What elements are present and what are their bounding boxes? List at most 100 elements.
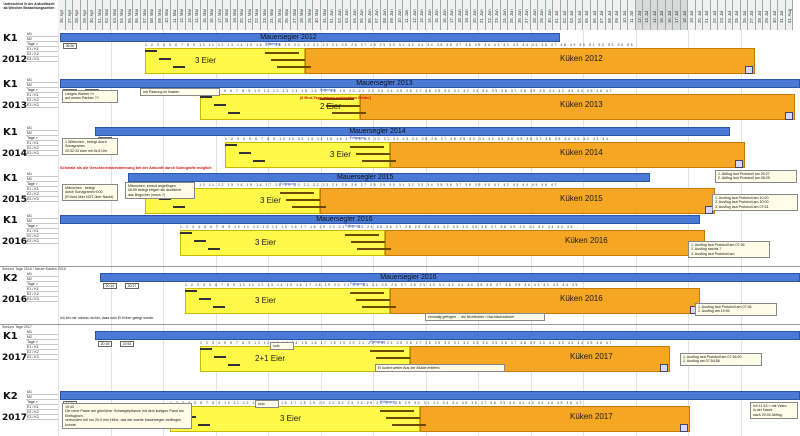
chick-step [292,206,326,208]
date-label: 02. Jul [561,10,567,23]
date-label: 17. Jul [674,10,680,23]
date-label: 30. Jun [546,9,552,23]
eggs-label: 3 Eier [280,414,301,423]
swift-bar-label: Mauersegler 2012 [260,34,317,41]
date-label: 01. Aug [786,8,792,23]
row-label: E3 / K3 [26,415,58,420]
date-cell: 27. Mai [290,0,298,30]
date-label: 26. Apr [59,9,65,23]
date-cell: 31. Jul [778,0,786,30]
chicks-bar [320,188,715,214]
date-cell: 23. Jun [493,0,501,30]
egg-step [199,298,211,300]
observation-note-2: einmalig geflogen ... als Nichtbrüter / … [425,313,545,322]
date-cell: 24. Mai [268,0,276,30]
protocol-line: nach 20:00 Abflug [753,412,782,417]
arrival-time: 20:19 [98,341,112,347]
chicks-bar [390,142,745,168]
date-cell: 12. Mai [178,0,186,30]
date-label: 07. Jul [599,10,605,23]
chick-step [271,59,305,61]
egg-step [173,206,185,208]
date-cell: 12. Jun [410,0,418,30]
note-red: Schmale als die Geschlechtsbestimmung be… [60,166,212,170]
eggs-bar [170,406,420,432]
date-label: 13. Mai [186,9,192,23]
chick-step [326,105,360,107]
note-red: (6 Brut-Tage wegen schlechtem Wetter) [300,96,371,100]
protocol-line: Ich 11:43 > mit Video [753,404,787,408]
gridline [58,30,59,436]
date-cell: 11. Mai [170,0,178,30]
date-cell: 01. Jul [553,0,561,30]
date-cell: 01. Jun [328,0,336,30]
date-label: 11. Jun [404,9,410,23]
row-label: E1 / K1 [26,93,58,98]
chicks-label: Küken 2017 [570,412,613,421]
date-label: 07. Mai [141,9,147,23]
row-labels: M1 M2 Tage > E1 / K1 E2 / K2 E3 / K3 [26,214,58,244]
date-cell: 30. Jul [770,0,778,30]
date-label: 17. Mai [216,9,222,23]
date-label: 01. Jul [554,10,560,23]
section-separator-note: Seniors Tage 2016 / Neuer Kasten 2016 [2,267,66,271]
swift-presence-bar: Mauersegler 2014 [95,127,730,136]
date-cell: 29. Apr [80,0,88,30]
swift-presence-bar: Mauersegler 2013 [60,79,800,88]
date-label: 26. Mai [284,9,290,23]
date-cell: 14. Jul [650,0,658,30]
observation-note: 1 Weibchen , belegt durch Sonagramm 20:3… [62,138,118,156]
egg-step [145,50,157,52]
section-year-label: 2017 [2,413,28,423]
date-label: 15. Jun [434,9,440,23]
date-cell: 18. Jun [455,0,463,30]
date-cell: 22. Mai [253,0,261,30]
date-label: 27. Mai [291,9,297,23]
protocol-box: 1. Ausflug laut Protokoll am 07:36:20 2. … [680,353,762,366]
gridline [110,30,112,436]
date-cell: 21. Jun [478,0,486,30]
date-cell: 26. Mai [283,0,291,30]
date-cell: 07. Mai [140,0,148,30]
date-cell: 15. Mai [200,0,208,30]
date-cell: 23. Jul [718,0,726,30]
chicks-label: Küken 2015 [560,194,603,203]
observation-note: Männchen , belegt durch Sonagramm 9:00 (… [62,184,118,202]
date-label: 05. Jun [359,9,365,23]
day-counter: 1 2 3 4 5 6 7 8 9 10 11 12 13 14 15 16 1… [170,401,583,405]
date-label: 16. Mai [209,9,215,23]
egg-step [208,248,220,250]
date-label: 15. Jul [659,10,665,23]
section-nest-label: K1 [3,127,18,138]
day-counter: 1 2 3 4 5 6 7 8 9 10 11 12 13 14 15 16 1… [145,183,558,187]
day-counter: 1 2 3 4 5 6 7 8 9 10 11 12 13 14 15 16 1… [200,89,613,93]
chicks-bar [390,288,700,314]
observation-note: Langes Warten »» auf neuen Partner ?? [62,90,118,103]
date-label: 01. Jun [329,9,335,23]
row-label: M2 [26,335,58,340]
swift-presence-bar: Mauersegler 2012 [60,33,560,42]
date-cell: 13. Jul [643,0,651,30]
row-label: E2 / K2 [26,410,58,415]
date-cell: 05. Jun [358,0,366,30]
day-counter: 1 2 3 4 5 6 7 8 9 10 11 12 13 14 15 16 1… [145,43,635,47]
observation-note-2: Männchen, erneut angeflogen 06:50 belegt… [125,182,195,200]
protocol-box: Ich 11:43 > mit Video in der Nacht nach 20… [750,402,798,420]
date-label: 24. Mai [269,9,275,23]
observation-note-2: Ei kullert weiter Aus der Mulde entfernt… [375,364,505,373]
eggs-label: 3 Eier [255,296,276,305]
section-separator-note: Seniors Tage 2017 [2,325,32,329]
date-label: 14. Jun [426,9,432,23]
date-label: 12. Mai [179,9,185,23]
section-nest-label: K1 [3,331,18,342]
protocol-line: 1. Ausflug laut Protokoll am 07:36 [698,305,752,309]
eggs-label: 2 Eier [320,102,341,111]
swift-presence-bar [60,391,800,400]
header-note: Unterschied in der Ankunftszeit ab Weich… [3,2,55,10]
row-label: Tage > [26,136,58,141]
date-cell: 26. Apr [58,0,66,30]
row-label: E1 / K1 [26,345,58,350]
date-cell: 09. Jul [613,0,621,30]
fledge-marker [680,424,688,432]
feeding-label: Fütterung [370,340,386,344]
